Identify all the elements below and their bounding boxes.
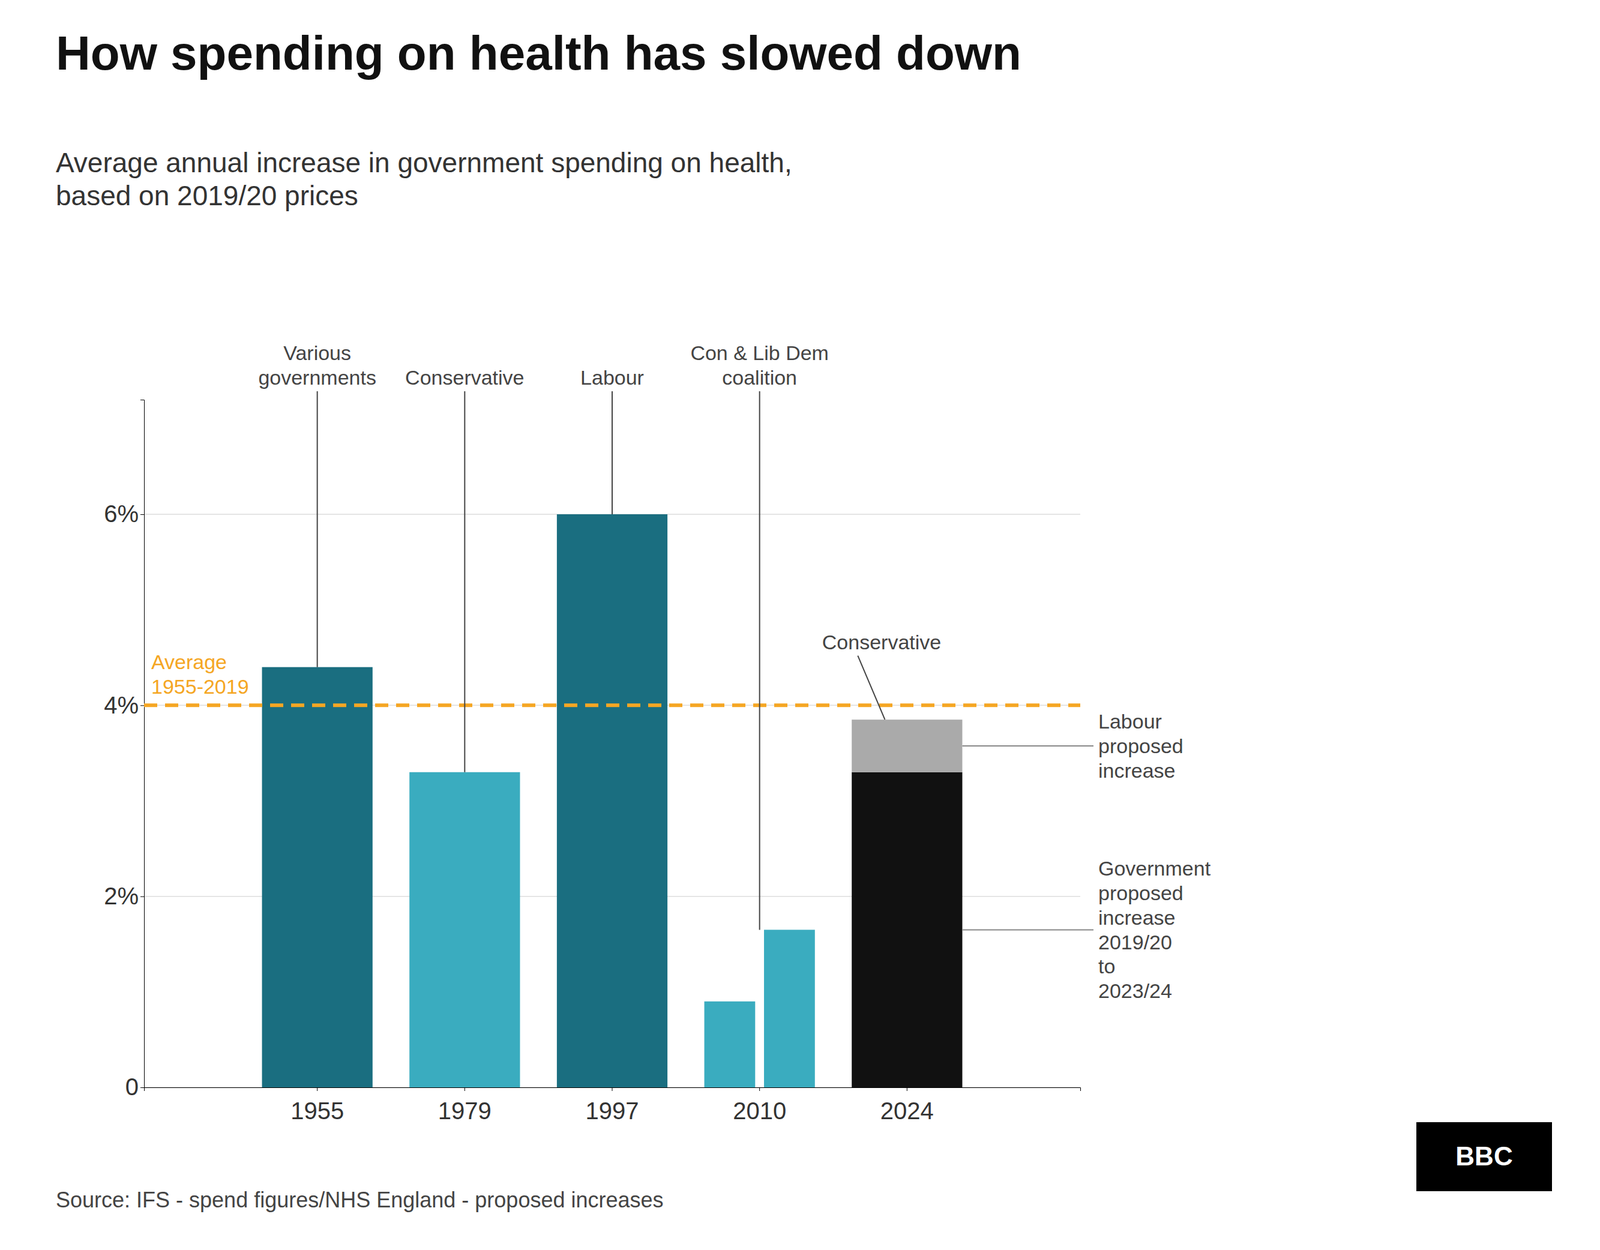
annotation-line: Con & Lib Dem xyxy=(690,341,829,365)
annotation: Labourproposedincrease xyxy=(1098,709,1184,782)
annotation-line: Conservative xyxy=(822,630,942,654)
x-tick-mark xyxy=(316,1087,318,1092)
subtitle-line: based on 2019/20 prices xyxy=(55,180,359,212)
x-tick-mark xyxy=(612,1087,613,1092)
source: Source: IFS - spend figures/NHS England … xyxy=(55,1187,664,1213)
annotation-line: to xyxy=(1098,954,1116,978)
y-axis-line xyxy=(140,400,145,1089)
reference-line xyxy=(144,703,1081,707)
bar xyxy=(556,514,668,1088)
annotation-line: Labour xyxy=(1098,709,1162,733)
x-tick-mark xyxy=(759,1087,760,1092)
bar xyxy=(262,667,373,1088)
y-axis: 0 2% 4% 6% xyxy=(103,400,145,1101)
annotation-line xyxy=(857,655,885,720)
x-tick-label: 2024 xyxy=(880,1097,934,1125)
annotation-line: Labour xyxy=(580,366,644,389)
bar xyxy=(763,929,816,1088)
logo-box xyxy=(1416,1122,1552,1192)
annotation-line xyxy=(316,391,319,668)
reference-label-line: Average xyxy=(151,650,227,674)
y-tick-label: 6% xyxy=(103,500,139,527)
bar xyxy=(409,772,520,1088)
bar xyxy=(851,772,963,1088)
grid xyxy=(144,514,1081,1088)
annotation: Variousgovernments xyxy=(258,341,377,389)
title: How spending on health has slowed down xyxy=(55,26,1022,80)
y-tick-label: 2% xyxy=(103,882,139,910)
annotation: Labour xyxy=(580,366,644,389)
annotation: Conservative xyxy=(822,630,942,654)
x-tick: 1955 xyxy=(290,1087,344,1125)
annotation-line xyxy=(962,929,1094,931)
y-tick-mark xyxy=(140,514,145,515)
x-tick-label: 1979 xyxy=(438,1097,492,1125)
x-tick: 2010 xyxy=(732,1087,787,1125)
annotation-line: increase xyxy=(1098,759,1176,782)
annotation-line: increase xyxy=(1098,906,1176,930)
subtitle-line: Average annual increase in government sp… xyxy=(55,147,793,179)
marks xyxy=(144,514,1081,1088)
annotation-line xyxy=(962,745,1094,747)
annotation-line: Various xyxy=(283,341,352,365)
x-tick-label: 1955 xyxy=(290,1097,344,1125)
logo-text: BBC xyxy=(1455,1141,1513,1171)
annotation-line xyxy=(463,391,466,773)
x-tick-mark xyxy=(906,1087,908,1092)
bar xyxy=(851,719,963,773)
chart-svg: How spending on health has slowed down Av… xyxy=(0,0,1600,1250)
x-tick: 1979 xyxy=(438,1087,492,1125)
x-tick-label: 1997 xyxy=(585,1097,640,1125)
y-tick-mark xyxy=(140,896,145,898)
annotation-line: Conservative xyxy=(405,366,524,389)
x-tick-label: 2010 xyxy=(732,1097,787,1125)
bar xyxy=(704,1001,756,1088)
annotation-line: coalition xyxy=(721,366,797,389)
annotation-line xyxy=(611,391,613,515)
x-tick-mark xyxy=(464,1087,466,1092)
annotation: Con & Lib Demcoalition xyxy=(690,341,829,389)
annotation: Governmentproposedincrease2019/20to2023/… xyxy=(1098,857,1212,1003)
y-tick-label: 0 xyxy=(125,1073,139,1101)
x-axis-line xyxy=(144,1088,1081,1092)
y-tick: 6% xyxy=(103,500,145,527)
annotation-line xyxy=(759,391,761,930)
annotation-line: proposed xyxy=(1098,734,1184,758)
annotation: Conservative xyxy=(405,366,524,389)
x-tick: 1997 xyxy=(585,1087,640,1125)
logo-text-line: BBC xyxy=(1455,1141,1513,1171)
title-line: How spending on health has slowed down xyxy=(55,26,1022,80)
annotations: Variousgovernments Conservative Labour Con … xyxy=(258,341,1211,1003)
source-line: Source: IFS - spend figures/NHS England … xyxy=(55,1187,664,1213)
reference-label-line: 1955-2019 xyxy=(151,675,250,698)
annotation-line: 2023/24 xyxy=(1098,979,1173,1003)
reference-label: Average1955-2019 xyxy=(151,650,250,698)
y-tick-mark xyxy=(140,1087,145,1089)
x-tick: 2024 xyxy=(880,1087,934,1125)
annotation-line: proposed xyxy=(1098,881,1184,905)
y-tick: 2% xyxy=(103,882,145,910)
y-tick-mark xyxy=(140,705,145,706)
x-axis: 1955 1979 1997 2010 2024 xyxy=(144,1087,1081,1125)
annotation-line: 2019/20 xyxy=(1098,930,1173,954)
logo: BBC xyxy=(1416,1122,1552,1192)
subtitle: Average annual increase in government sp… xyxy=(55,147,793,212)
annotation-line: governments xyxy=(258,366,377,389)
annotation-line: Government xyxy=(1098,857,1212,880)
y-tick: 4% xyxy=(103,691,145,719)
y-tick-label: 4% xyxy=(103,691,139,719)
y-tick: 0 xyxy=(125,1073,145,1101)
